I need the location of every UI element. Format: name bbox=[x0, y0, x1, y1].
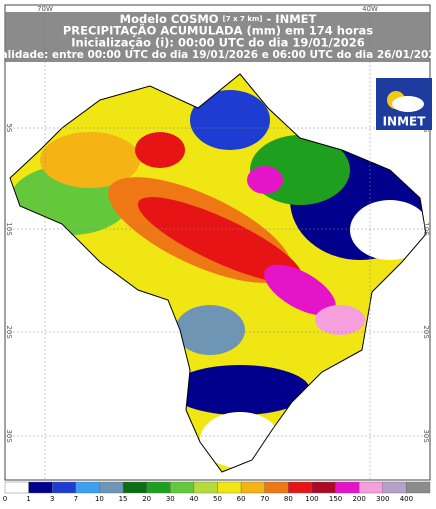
colorbar-label: 10 bbox=[95, 495, 104, 503]
colorbar-label: 400 bbox=[400, 495, 413, 503]
colorbar-swatch bbox=[288, 481, 313, 494]
colorbar-label: 80 bbox=[284, 495, 293, 503]
lon-label: 40W bbox=[362, 5, 378, 13]
colorbar-swatch bbox=[146, 481, 171, 494]
institute: - INMET bbox=[267, 12, 317, 26]
header-line: Modelo COSMO [7 x 7 km] - INMET bbox=[120, 12, 317, 26]
colorbar-swatch bbox=[335, 481, 360, 494]
colorbar-swatch bbox=[217, 481, 242, 494]
colorbar-label: 100 bbox=[305, 495, 318, 503]
lat-label: 30S bbox=[422, 429, 430, 443]
colorbar-label: 70 bbox=[260, 495, 269, 503]
colorbar: 0 1 3 7 10 15 20 30 40 50 60 70 80 100 150 200 300 400 bbox=[3, 481, 431, 503]
colorbar-swatch bbox=[170, 481, 195, 494]
title: PRECIPITAÇÃO ACUMULADA (mm) em 174 horas bbox=[63, 23, 373, 38]
colorbar-swatch bbox=[193, 481, 218, 494]
colorbar-swatch bbox=[406, 481, 431, 494]
colorbar-swatch bbox=[264, 481, 289, 494]
colorbar-swatch bbox=[75, 481, 100, 494]
precipitation-field bbox=[9, 73, 427, 473]
colorbar-swatch bbox=[311, 481, 336, 494]
lat-label: 20S bbox=[422, 325, 430, 339]
colorbar-label: 3 bbox=[50, 495, 54, 503]
colorbar-swatch bbox=[52, 481, 77, 494]
initialization: Inicialização (i): 00:00 UTC do dia 19/0… bbox=[71, 36, 365, 50]
lat-label: 30S bbox=[5, 429, 13, 443]
validity: Validade: entre 00:00 UTC do dia 19/01/2… bbox=[0, 49, 436, 61]
colorbar-swatch bbox=[122, 481, 147, 494]
colorbar-label: 200 bbox=[352, 495, 365, 503]
lat-label: 5S bbox=[5, 124, 13, 133]
colorbar-label: 300 bbox=[376, 495, 389, 503]
header-band bbox=[5, 12, 430, 62]
colorbar-swatch bbox=[99, 481, 124, 494]
colorbar-label: 7 bbox=[74, 495, 78, 503]
lat-label: 20S bbox=[5, 325, 13, 339]
colorbar-label: 30 bbox=[166, 495, 175, 503]
colorbar-label: 15 bbox=[119, 495, 128, 503]
lat-label: 10S bbox=[422, 222, 430, 236]
colorbar-swatch bbox=[240, 481, 265, 494]
resolution: [7 x 7 km] bbox=[223, 15, 263, 23]
colorbar-swatch bbox=[4, 481, 29, 494]
lon-label: 70W bbox=[37, 5, 53, 13]
colorbar-label: 60 bbox=[237, 495, 246, 503]
colorbar-label: 0 bbox=[3, 495, 7, 503]
colorbar-swatch bbox=[382, 481, 407, 494]
colorbar-label: 150 bbox=[329, 495, 342, 503]
model: Modelo COSMO bbox=[120, 12, 219, 26]
colorbar-label: 20 bbox=[142, 495, 151, 503]
logo: INMET bbox=[376, 78, 432, 130]
colorbar-label: 50 bbox=[213, 495, 222, 503]
colorbar-label: 1 bbox=[26, 495, 30, 503]
lat-label: 10S bbox=[5, 222, 13, 236]
colorbar-swatch bbox=[358, 481, 383, 494]
colorbar-swatch bbox=[28, 481, 53, 494]
colorbar-label: 40 bbox=[189, 495, 198, 503]
logo-text: INMET bbox=[383, 115, 427, 129]
graticule bbox=[5, 5, 430, 480]
